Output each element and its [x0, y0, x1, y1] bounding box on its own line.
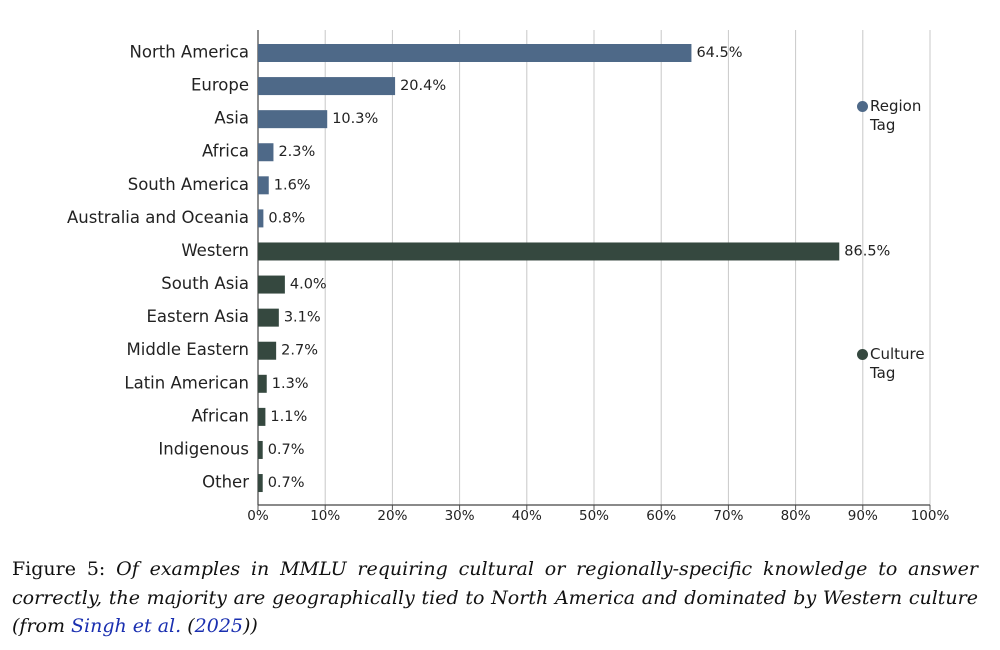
category-label: Middle Eastern: [127, 340, 249, 359]
category-label: Indigenous: [158, 439, 249, 458]
caption: Figure 5: Of examples in MMLU requiring …: [12, 555, 978, 641]
value-label: 10.3%: [332, 111, 378, 127]
category-label: African: [191, 406, 249, 425]
x-tick-label: 10%: [310, 508, 340, 524]
category-label: North America: [130, 43, 249, 62]
value-label: 2.3%: [278, 144, 315, 160]
bar: [258, 308, 279, 327]
citation-year[interactable]: 2025: [194, 615, 243, 637]
x-tick-label: 50%: [579, 508, 609, 524]
caption-source: (from: [12, 615, 65, 637]
bar: [258, 275, 285, 294]
paren: (: [187, 615, 195, 637]
value-label: 64.5%: [696, 45, 742, 61]
legend-entry: Region Tag: [857, 97, 940, 135]
category-label: Western: [181, 241, 249, 260]
value-label: 0.7%: [268, 442, 305, 458]
bar: [258, 176, 269, 195]
x-tick-label: 20%: [377, 508, 407, 524]
bar: [258, 407, 266, 426]
caption-text: Of examples in MMLU requiring cultural o…: [12, 558, 978, 609]
x-tick-label: 80%: [781, 508, 811, 524]
value-label: 1.3%: [272, 376, 309, 392]
value-label: 20.4%: [400, 78, 446, 94]
category-label: Latin American: [124, 373, 249, 392]
value-label: 86.5%: [844, 243, 890, 259]
value-label: 2.7%: [281, 343, 318, 359]
category-label: Other: [202, 473, 249, 492]
legend-label: Culture Tag: [870, 345, 925, 383]
x-tick-label: 90%: [848, 508, 878, 524]
citation-link[interactable]: Singh et al.: [71, 615, 182, 637]
bar: [258, 110, 328, 129]
x-tick-label: 40%: [512, 508, 542, 524]
chart: 0% 10% 20% 30% 40% 50% 60% 70% 80% 90% 100% North A…: [67, 30, 950, 524]
x-tick-label: 100%: [911, 508, 950, 524]
bar: [258, 474, 263, 493]
bar: [258, 143, 274, 162]
value-label: 1.1%: [270, 409, 307, 425]
category-label: South America: [128, 175, 249, 194]
bar: [258, 374, 267, 393]
category-label: Europe: [191, 76, 249, 95]
x-tick-label: 0%: [247, 508, 269, 524]
x-tick-label: 60%: [646, 508, 676, 524]
category-label: Asia: [214, 109, 249, 128]
value-label: 1.6%: [274, 177, 311, 193]
legend-label: Region Tag: [870, 97, 922, 135]
bar: [258, 44, 692, 62]
value-label: 4.0%: [290, 277, 327, 293]
legend-entry: Culture Tag: [857, 345, 940, 383]
category-label: South Asia: [161, 274, 249, 293]
paren: )): [243, 615, 258, 637]
x-tick-label: 30%: [445, 508, 475, 524]
value-label: 0.8%: [268, 210, 305, 226]
category-label: Africa: [202, 142, 249, 161]
legend-marker: [857, 101, 868, 113]
bar: [258, 242, 840, 261]
x-tick-label: 70%: [713, 508, 743, 524]
category-label: Australia and Oceania: [67, 208, 249, 227]
bar: [258, 77, 396, 96]
category-label: Eastern Asia: [146, 307, 249, 326]
bar: [258, 440, 263, 459]
bar: [258, 209, 264, 228]
caption-label: Figure 5:: [12, 558, 106, 580]
legend-marker: [857, 349, 868, 361]
value-label: 0.7%: [268, 475, 305, 491]
bar: [258, 341, 277, 360]
value-label: 3.1%: [284, 310, 321, 326]
